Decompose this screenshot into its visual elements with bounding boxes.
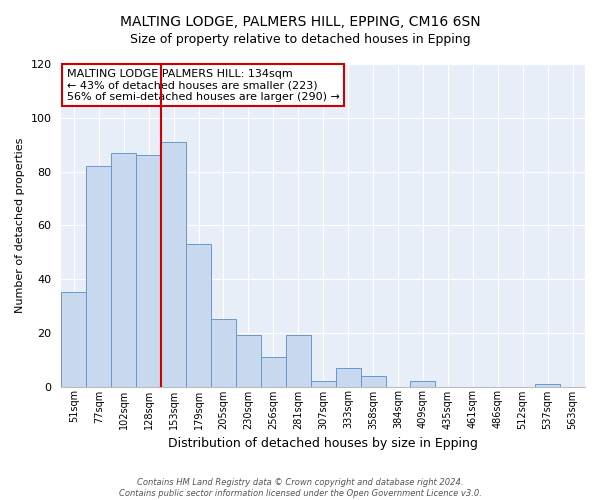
Bar	[311, 381, 335, 386]
Bar	[86, 166, 111, 386]
Text: MALTING LODGE, PALMERS HILL, EPPING, CM16 6SN: MALTING LODGE, PALMERS HILL, EPPING, CM1…	[119, 15, 481, 29]
Bar	[236, 336, 261, 386]
Bar	[111, 152, 136, 386]
Y-axis label: Number of detached properties: Number of detached properties	[15, 138, 25, 313]
Bar	[335, 368, 361, 386]
Bar	[286, 336, 311, 386]
X-axis label: Distribution of detached houses by size in Epping: Distribution of detached houses by size …	[168, 437, 478, 450]
Bar	[186, 244, 211, 386]
Bar	[361, 376, 386, 386]
Bar	[261, 357, 286, 386]
Text: Contains HM Land Registry data © Crown copyright and database right 2024.
Contai: Contains HM Land Registry data © Crown c…	[119, 478, 481, 498]
Bar	[136, 156, 161, 386]
Bar	[211, 320, 236, 386]
Text: Size of property relative to detached houses in Epping: Size of property relative to detached ho…	[130, 32, 470, 46]
Bar	[535, 384, 560, 386]
Bar	[161, 142, 186, 386]
Bar	[61, 292, 86, 386]
Text: MALTING LODGE PALMERS HILL: 134sqm
← 43% of detached houses are smaller (223)
56: MALTING LODGE PALMERS HILL: 134sqm ← 43%…	[67, 69, 340, 102]
Bar	[410, 381, 436, 386]
